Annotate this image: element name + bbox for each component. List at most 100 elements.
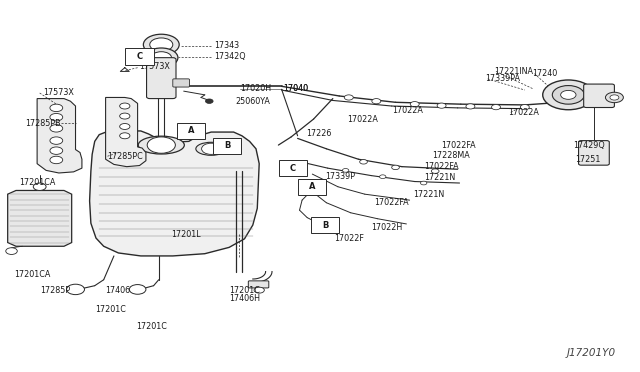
- Circle shape: [143, 34, 179, 55]
- PathPatch shape: [37, 99, 82, 173]
- PathPatch shape: [106, 97, 146, 167]
- FancyBboxPatch shape: [248, 281, 269, 288]
- Text: 17022FA: 17022FA: [442, 141, 476, 150]
- Text: 17022H: 17022H: [371, 223, 403, 232]
- Ellipse shape: [138, 136, 184, 154]
- FancyBboxPatch shape: [147, 58, 176, 99]
- Text: 17285PC: 17285PC: [108, 152, 143, 161]
- Circle shape: [543, 80, 594, 110]
- Circle shape: [344, 95, 353, 100]
- Circle shape: [254, 287, 264, 293]
- Circle shape: [50, 147, 63, 154]
- Circle shape: [50, 137, 63, 144]
- Text: C: C: [290, 164, 296, 173]
- Text: 17251: 17251: [575, 155, 600, 164]
- FancyBboxPatch shape: [311, 217, 339, 233]
- FancyBboxPatch shape: [279, 160, 307, 176]
- Circle shape: [150, 38, 173, 51]
- Circle shape: [129, 285, 146, 294]
- Text: 17406: 17406: [106, 286, 131, 295]
- Circle shape: [50, 104, 63, 112]
- Circle shape: [6, 248, 17, 254]
- Text: 17022A: 17022A: [347, 115, 378, 124]
- Circle shape: [360, 160, 367, 164]
- Circle shape: [552, 86, 584, 104]
- Text: 17201CA: 17201CA: [19, 178, 56, 187]
- Text: 17226: 17226: [306, 129, 332, 138]
- Text: 17339P: 17339P: [325, 172, 355, 181]
- FancyBboxPatch shape: [584, 84, 614, 108]
- Text: 25060YA: 25060YA: [236, 97, 270, 106]
- Text: 17201C: 17201C: [229, 286, 260, 295]
- Text: 17285P: 17285P: [40, 286, 70, 295]
- Circle shape: [147, 137, 175, 153]
- Text: 17020H: 17020H: [241, 84, 272, 93]
- Circle shape: [50, 156, 63, 164]
- Circle shape: [392, 165, 399, 170]
- Text: 17343: 17343: [214, 41, 239, 50]
- Circle shape: [380, 175, 386, 179]
- Text: 17022A: 17022A: [392, 106, 422, 115]
- Circle shape: [120, 133, 130, 139]
- Circle shape: [410, 102, 419, 107]
- Circle shape: [67, 284, 84, 295]
- Text: 17339PA: 17339PA: [485, 74, 520, 83]
- Circle shape: [561, 90, 576, 99]
- Circle shape: [342, 169, 349, 172]
- FancyBboxPatch shape: [177, 123, 205, 139]
- Text: 17240: 17240: [532, 69, 557, 78]
- Text: 17022FA: 17022FA: [424, 162, 458, 171]
- Text: 17406H: 17406H: [229, 294, 260, 303]
- Text: 17228MA: 17228MA: [432, 151, 470, 160]
- Text: 17201L: 17201L: [172, 230, 201, 239]
- Text: 17573X: 17573X: [140, 62, 170, 71]
- Text: 17201C: 17201C: [95, 305, 125, 314]
- Circle shape: [50, 125, 63, 132]
- Text: 17201C: 17201C: [136, 322, 166, 331]
- FancyBboxPatch shape: [213, 138, 241, 154]
- Text: 17040: 17040: [283, 84, 308, 93]
- Text: 17221N: 17221N: [424, 173, 455, 182]
- Circle shape: [466, 104, 475, 109]
- Circle shape: [610, 95, 619, 100]
- Circle shape: [205, 99, 213, 103]
- Circle shape: [372, 99, 381, 104]
- Circle shape: [50, 113, 63, 121]
- PathPatch shape: [8, 190, 72, 246]
- Text: 17022FA: 17022FA: [374, 198, 409, 207]
- Text: 17040: 17040: [283, 84, 308, 93]
- Circle shape: [120, 124, 130, 129]
- Circle shape: [437, 103, 446, 108]
- FancyBboxPatch shape: [173, 79, 189, 87]
- Circle shape: [33, 183, 46, 190]
- Circle shape: [605, 92, 623, 103]
- Circle shape: [120, 113, 130, 119]
- FancyBboxPatch shape: [298, 179, 326, 195]
- Circle shape: [151, 52, 172, 64]
- Text: C: C: [136, 52, 143, 61]
- FancyBboxPatch shape: [579, 141, 609, 165]
- FancyBboxPatch shape: [125, 48, 154, 65]
- Circle shape: [431, 169, 439, 173]
- Text: A: A: [188, 126, 194, 135]
- Text: 17285PB: 17285PB: [26, 119, 61, 128]
- Circle shape: [145, 48, 178, 67]
- Circle shape: [202, 143, 221, 154]
- Text: 17022A: 17022A: [508, 108, 539, 117]
- Text: J17201Y0: J17201Y0: [566, 348, 616, 358]
- Text: 17573X: 17573X: [44, 88, 74, 97]
- Text: 17342Q: 17342Q: [214, 52, 246, 61]
- Text: A: A: [309, 182, 316, 191]
- Circle shape: [492, 105, 500, 110]
- Text: 17221N: 17221N: [413, 190, 444, 199]
- Text: B: B: [322, 221, 328, 230]
- Text: 17022F: 17022F: [334, 234, 364, 243]
- Text: 17429Q: 17429Q: [573, 141, 605, 150]
- Text: 17201CA: 17201CA: [14, 270, 51, 279]
- Circle shape: [520, 105, 529, 110]
- PathPatch shape: [90, 131, 259, 256]
- Text: 17221INA: 17221INA: [494, 67, 533, 76]
- Circle shape: [420, 181, 427, 185]
- Circle shape: [120, 103, 130, 109]
- Ellipse shape: [196, 142, 227, 155]
